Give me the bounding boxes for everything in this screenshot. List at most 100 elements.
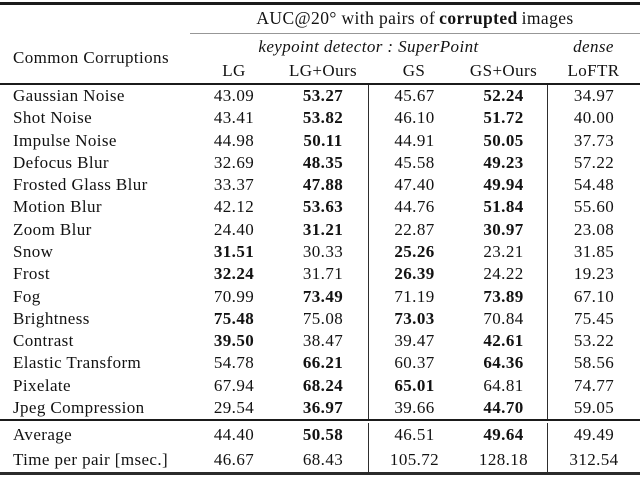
table-row: Impulse Noise 44.98 50.11 44.91 50.05 37.73 <box>0 129 640 152</box>
table-bottom-rule <box>0 472 640 476</box>
value-cell: 55.60 <box>547 196 640 219</box>
value-cell: 44.91 <box>368 129 460 152</box>
value-cell: 53.63 <box>302 197 344 217</box>
value-cell: 31.85 <box>547 240 640 264</box>
value-cell: 73.89 <box>483 286 524 306</box>
row-label: Shot Noise <box>13 108 93 128</box>
row-label: Contrast <box>13 331 74 351</box>
value-cell: 32.69 <box>213 152 255 172</box>
value-cell: 44.76 <box>368 196 460 219</box>
value-cell: 49.49 <box>547 423 640 448</box>
value-cell: 39.47 <box>368 330 460 353</box>
value-cell: 42.61 <box>483 331 524 351</box>
value-cell: 47.88 <box>302 175 344 195</box>
value-cell: 24.40 <box>213 219 255 239</box>
group-header-dense: dense <box>573 36 614 56</box>
value-cell: 44.40 <box>213 425 255 445</box>
value-cell: 75.45 <box>547 307 640 331</box>
column-header-gs-ours: GS+Ours <box>469 61 538 81</box>
value-cell: 74.77 <box>547 374 640 397</box>
value-cell: 53.22 <box>547 330 640 353</box>
table-row: Gaussian Noise 43.09 53.27 45.67 52.24 34.97 <box>0 84 640 108</box>
value-cell: 57.22 <box>547 151 640 174</box>
row-label: Elastic Transform <box>13 353 142 373</box>
value-cell: 60.37 <box>368 352 460 375</box>
column-header-lg: LG <box>222 61 246 81</box>
value-cell: 53.82 <box>302 108 344 128</box>
value-cell: 50.58 <box>302 425 344 445</box>
value-cell: 38.47 <box>302 331 344 351</box>
row-label: Frost <box>13 264 50 284</box>
value-cell: 43.41 <box>213 108 255 128</box>
value-cell: 44.98 <box>213 130 255 150</box>
row-label: Impulse Noise <box>13 130 117 150</box>
value-cell: 40.00 <box>547 107 640 130</box>
table-row: Snow 31.51 30.33 25.26 23.21 31.85 <box>0 240 640 264</box>
value-cell: 30.97 <box>483 219 524 239</box>
value-cell: 37.73 <box>547 129 640 152</box>
value-cell: 67.94 <box>213 375 255 395</box>
value-cell: 29.54 <box>213 398 255 418</box>
value-cell: 51.84 <box>483 197 524 217</box>
value-cell: 68.24 <box>302 375 344 395</box>
row-label: Time per pair [msec.] <box>13 449 169 469</box>
value-cell: 65.01 <box>368 374 460 397</box>
value-cell: 45.67 <box>368 84 460 108</box>
value-cell: 42.12 <box>213 197 255 217</box>
row-label: Fog <box>13 286 41 306</box>
value-cell: 70.99 <box>213 286 255 306</box>
row-label: Frosted Glass Blur <box>13 175 148 195</box>
table-body: Gaussian Noise 43.09 53.27 45.67 52.24 34.97 S… <box>0 84 640 420</box>
value-cell: 22.87 <box>368 218 460 241</box>
table-row: Zoom Blur 24.40 31.21 22.87 30.97 23.08 <box>0 218 640 241</box>
value-cell: 53.27 <box>302 85 344 105</box>
table-row: Time per pair [msec.] 46.67 68.43 105.72 128… <box>0 447 640 473</box>
table-footer: Average 44.40 50.58 46.51 49.64 49.49 Time per… <box>0 421 640 473</box>
value-cell: 26.39 <box>368 263 460 286</box>
value-cell: 73.49 <box>302 286 344 306</box>
value-cell: 58.56 <box>547 352 640 375</box>
row-label: Snow <box>13 242 54 261</box>
column-header-common-corruptions: Common Corruptions <box>13 48 169 68</box>
footer-separator-rule <box>0 419 640 422</box>
value-cell: 31.71 <box>302 264 344 284</box>
value-cell: 70.84 <box>483 308 524 328</box>
value-cell: 50.11 <box>303 130 343 150</box>
value-cell: 50.05 <box>483 130 524 150</box>
value-cell: 31.51 <box>213 242 255 261</box>
value-cell: 39.50 <box>213 331 255 351</box>
value-cell: 105.72 <box>368 447 460 473</box>
value-cell: 39.66 <box>368 396 460 420</box>
value-cell: 51.72 <box>483 108 524 128</box>
table-row: Contrast 39.50 38.47 39.47 42.61 53.22 <box>0 330 640 353</box>
value-cell: 47.40 <box>368 173 460 197</box>
value-cell: 128.18 <box>478 449 529 469</box>
value-cell: 48.35 <box>302 152 344 172</box>
row-label: Average <box>13 425 73 445</box>
table-row: Average 44.40 50.58 46.51 49.64 49.49 <box>0 423 640 448</box>
value-cell: 75.48 <box>213 308 255 328</box>
value-cell: 44.70 <box>483 398 524 418</box>
value-cell: 23.21 <box>483 242 524 261</box>
table-row: Jpeg Compression 29.54 36.97 39.66 44.70 59.0… <box>0 396 640 420</box>
value-cell: 36.97 <box>302 398 344 418</box>
value-cell: 64.36 <box>483 353 524 373</box>
column-header-loftr: LoFTR <box>567 61 620 81</box>
title-bold-word: corrupted <box>439 8 518 29</box>
value-cell: 32.24 <box>213 264 255 284</box>
table-row: Shot Noise 43.41 53.82 46.10 51.72 40.00 <box>0 107 640 130</box>
row-label: Defocus Blur <box>13 152 109 172</box>
row-label: Pixelate <box>13 375 71 395</box>
value-cell: 68.43 <box>302 449 344 469</box>
column-header-lg-ours: LG+Ours <box>288 61 358 81</box>
header-separator-rule <box>0 82 640 85</box>
value-cell: 45.58 <box>368 151 460 174</box>
title-spacer <box>0 5 190 34</box>
value-cell: 52.24 <box>483 85 524 105</box>
table-title-row: AUC@20° with pairs of corrupted images <box>0 5 640 34</box>
value-cell: 46.51 <box>368 423 460 448</box>
value-cell: 43.09 <box>213 85 255 105</box>
row-label: Zoom Blur <box>13 219 92 239</box>
value-cell: 75.08 <box>302 308 344 328</box>
